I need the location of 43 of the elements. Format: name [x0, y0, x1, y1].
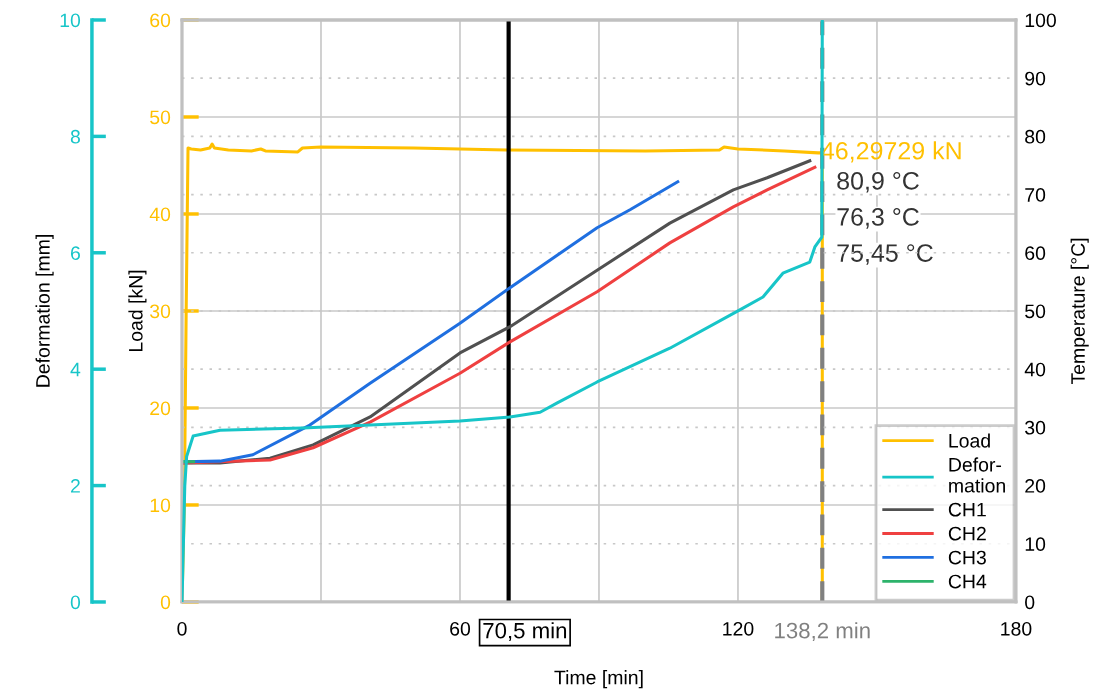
annotation: 80,9 °C — [837, 171, 919, 193]
legend-label: CH3 — [948, 550, 986, 565]
y2-tick-label: 70 — [1025, 188, 1046, 202]
y3-tick-label: 2 — [70, 479, 80, 493]
legend-label: CH1 — [948, 502, 986, 517]
annotation: 76,3 °C — [837, 208, 919, 229]
y2-tick-label: 50 — [1025, 304, 1046, 319]
x-tick-label: 180 — [1001, 621, 1032, 636]
y-tick-label: 40 — [149, 207, 171, 222]
y2-tick-label: 0 — [1025, 595, 1035, 610]
ref-line-label: 70,5 min — [483, 622, 567, 642]
y3-tick-label: 0 — [70, 595, 81, 610]
y-tick-label: 0 — [160, 595, 171, 610]
y2-tick-label: 60 — [1025, 246, 1046, 261]
x-tick-label: 60 — [450, 621, 471, 636]
y2-tick-label: 80 — [1025, 129, 1046, 144]
legend-label: Load — [949, 433, 990, 448]
y3-tick-label: 10 — [60, 13, 81, 28]
y2-tick-label: 90 — [1025, 71, 1046, 86]
y-tick-label: 20 — [150, 401, 171, 416]
y2-tick-label: 20 — [1025, 479, 1046, 493]
y3-tick-label: 6 — [71, 246, 80, 261]
x-tick-label: 0 — [177, 621, 187, 636]
y-tick-label: 60 — [150, 13, 171, 28]
y2-tick-label: 30 — [1025, 420, 1046, 435]
y-tick-label: 10 — [150, 498, 171, 513]
y2-tick-label: 10 — [1025, 537, 1046, 552]
y2-tick-label: 40 — [1024, 362, 1046, 377]
y2-axis-title: Temperature [°C] — [1070, 238, 1089, 385]
x-tick-label: 120 — [723, 621, 754, 636]
y3-tick-label: 8 — [70, 129, 80, 144]
x-axis-title: Time [min] — [554, 670, 643, 689]
y-axis-title: Load [kN] — [128, 270, 147, 351]
legend-label: CH2 — [948, 526, 986, 541]
y-tick-label: 30 — [150, 304, 171, 319]
legend-label: CH4 — [948, 574, 987, 589]
y2-tick-label: 100 — [1025, 13, 1056, 28]
annotation: 75,45 °C — [837, 244, 933, 265]
legend-label: Defor- mation — [949, 457, 1005, 493]
y3-axis-title: Deformation [mm] — [35, 235, 54, 387]
y3-tick-label: 4 — [70, 362, 81, 377]
ref-line-label: 138,2 min — [775, 622, 870, 642]
y-tick-label: 50 — [150, 110, 171, 125]
